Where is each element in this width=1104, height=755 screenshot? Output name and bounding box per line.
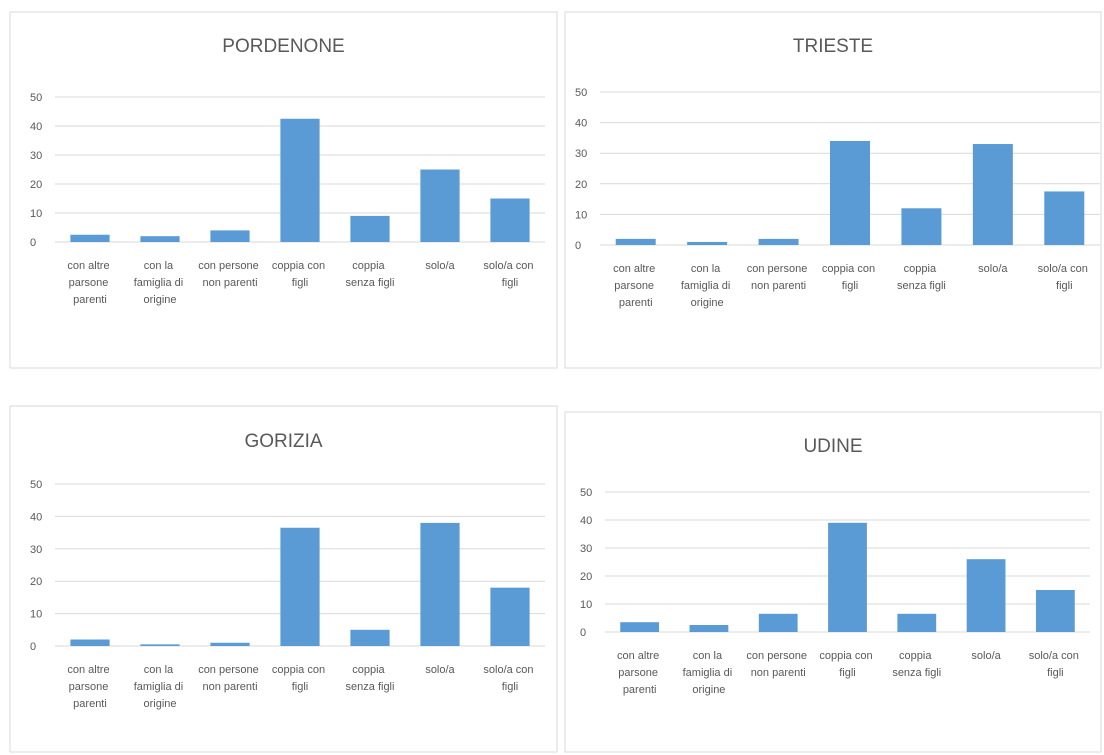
bar — [615, 238, 656, 245]
y-tick-label: 0 — [30, 237, 36, 249]
bar — [828, 522, 867, 632]
chart-title: UDINE — [803, 436, 862, 457]
x-tick-label: coppia con figli — [822, 263, 878, 292]
bar — [972, 144, 1013, 245]
x-tick-label: solo/a — [425, 664, 455, 676]
y-tick-label: 0 — [575, 240, 581, 252]
bar — [620, 622, 660, 632]
bar — [420, 169, 460, 242]
chart-title: GORIZIA — [244, 431, 322, 452]
bar — [420, 522, 460, 646]
bar — [689, 625, 729, 632]
chart-title: TRIESTE — [793, 36, 873, 57]
bar — [1044, 191, 1085, 245]
y-tick-label: 10 — [30, 208, 42, 220]
y-tick-label: 40 — [30, 121, 42, 133]
bar — [897, 613, 937, 632]
y-tick-label: 30 — [575, 148, 587, 160]
bar — [350, 215, 390, 242]
bar — [70, 234, 110, 242]
x-tick-label: solo/a con figli — [1038, 263, 1091, 292]
y-tick-label: 50 — [30, 479, 42, 491]
x-tick-label: con persone non parenti — [198, 260, 262, 289]
x-tick-label: solo/a con figli — [483, 260, 536, 289]
x-tick-label: con altre parsone parenti — [617, 650, 662, 696]
y-tick-label: 40 — [575, 118, 587, 130]
x-tick-label: solo/a — [971, 650, 1001, 662]
y-tick-label: 50 — [30, 92, 42, 104]
y-tick-label: 20 — [30, 179, 42, 191]
y-tick-label: 20 — [580, 571, 592, 583]
x-tick-label: con altre parsone parenti — [613, 263, 658, 309]
bar — [966, 559, 1006, 632]
bar — [758, 238, 799, 245]
x-tick-label: con persone non parenti — [747, 263, 811, 292]
y-tick-label: 40 — [580, 515, 592, 527]
y-tick-label: 30 — [580, 543, 592, 555]
bar — [1035, 590, 1075, 632]
bar — [280, 118, 320, 242]
bar — [140, 644, 180, 646]
x-tick-label: con persone non parenti — [746, 650, 810, 679]
x-tick-label: solo/a — [425, 260, 455, 272]
x-tick-label: coppia con figli — [272, 664, 328, 693]
x-tick-label: coppia con figli — [819, 650, 875, 679]
y-tick-label: 40 — [30, 511, 42, 523]
x-tick-label: coppia senza figli — [346, 260, 395, 289]
x-tick-label: coppia con figli — [272, 260, 328, 289]
y-tick-label: 30 — [30, 544, 42, 556]
x-tick-label: con altre parsone parenti — [67, 664, 112, 710]
bar — [490, 198, 530, 242]
x-tick-label: con altre parsone parenti — [67, 260, 112, 306]
y-tick-label: 10 — [30, 609, 42, 621]
bar — [210, 230, 250, 242]
chart-title: PORDENONE — [222, 36, 344, 57]
x-tick-label: con la famiglia di origine — [683, 650, 736, 696]
y-tick-label: 30 — [30, 150, 42, 162]
bar — [70, 639, 110, 646]
bar — [350, 629, 390, 646]
y-tick-label: 50 — [575, 87, 587, 99]
x-tick-label: con la famiglia di origine — [681, 263, 734, 309]
y-tick-label: 10 — [580, 599, 592, 611]
bar — [280, 527, 320, 646]
y-tick-label: 0 — [580, 627, 586, 639]
x-tick-label: coppia senza figli — [897, 263, 946, 292]
x-tick-label: solo/a con figli — [1029, 650, 1082, 679]
x-tick-label: con persone non parenti — [198, 664, 262, 693]
bar — [687, 241, 728, 245]
bar — [490, 587, 530, 646]
bar — [758, 613, 798, 632]
bar — [210, 642, 250, 646]
bar — [901, 208, 942, 245]
y-tick-label: 20 — [30, 576, 42, 588]
y-tick-label: 0 — [30, 641, 36, 653]
y-tick-label: 50 — [580, 487, 592, 499]
x-tick-label: solo/a — [978, 263, 1008, 275]
bar — [830, 140, 870, 245]
x-tick-label: con la famiglia di origine — [134, 664, 187, 710]
y-tick-label: 20 — [575, 179, 587, 191]
x-tick-label: coppia senza figli — [892, 650, 941, 679]
x-tick-label: coppia senza figli — [346, 664, 395, 693]
x-tick-label: solo/a con figli — [483, 664, 536, 693]
x-tick-label: con la famiglia di origine — [134, 260, 187, 306]
y-tick-label: 10 — [575, 209, 587, 221]
bar — [140, 236, 180, 242]
